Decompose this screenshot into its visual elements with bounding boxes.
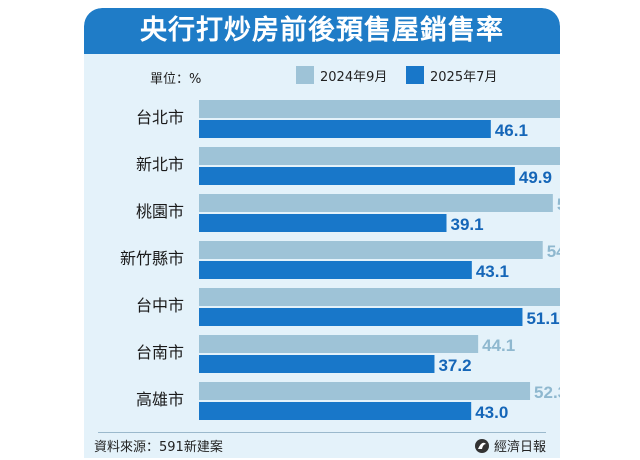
value-label: 52.3 bbox=[534, 383, 560, 402]
bar-2025 bbox=[199, 402, 472, 420]
value-label: 44.1 bbox=[482, 336, 515, 355]
publisher-logo-icon bbox=[474, 438, 489, 453]
legend-label-2024: 2024年9月 bbox=[320, 69, 388, 85]
bar-2024 bbox=[199, 288, 560, 306]
publisher: 經濟日報 bbox=[474, 436, 546, 455]
unit-label: 單位：% bbox=[150, 72, 202, 87]
category-label: 新北市 bbox=[136, 155, 184, 174]
legend-item-2025: 2025年7月 bbox=[406, 66, 498, 85]
category-label: 台中市 bbox=[136, 296, 184, 315]
legend-swatch-2025 bbox=[406, 66, 424, 84]
legend-item-2024: 2024年9月 bbox=[296, 66, 388, 85]
legend-label-2025: 2025年7月 bbox=[430, 69, 498, 85]
bar-2024 bbox=[199, 241, 543, 259]
title-bar: 央行打炒房前後預售屋銷售率 bbox=[84, 8, 560, 54]
bar-2025 bbox=[199, 355, 435, 373]
category-label: 台北市 bbox=[136, 108, 184, 127]
source-note: 資料來源：591新建案 bbox=[94, 440, 223, 455]
value-label: 49.9 bbox=[519, 168, 552, 187]
footer-divider bbox=[98, 432, 546, 433]
value-label: 54.3 bbox=[547, 242, 560, 261]
bar-2024 bbox=[199, 147, 560, 165]
value-label: 39.1 bbox=[451, 215, 484, 234]
bar-2024 bbox=[199, 335, 479, 353]
bar-2025 bbox=[199, 261, 472, 279]
bar-2025 bbox=[199, 120, 491, 138]
chart-panel: 央行打炒房前後預售屋銷售率 單位：% 2024年9月 2025年7月 台北市57… bbox=[84, 8, 560, 458]
publisher-name: 經濟日報 bbox=[493, 440, 546, 455]
bar-2025 bbox=[199, 167, 515, 185]
category-label: 新竹縣市 bbox=[120, 249, 184, 268]
value-label: 46.1 bbox=[495, 121, 528, 140]
value-label: 51.1 bbox=[526, 309, 559, 328]
bar-2024 bbox=[199, 194, 553, 212]
value-label: 43.0 bbox=[475, 403, 508, 422]
value-label: 37.2 bbox=[438, 356, 471, 375]
chart-title: 央行打炒房前後預售屋銷售率 bbox=[140, 15, 504, 46]
bar-2024 bbox=[199, 100, 560, 118]
category-label: 高雄市 bbox=[136, 390, 184, 409]
bar-2025 bbox=[199, 308, 523, 326]
value-label: 43.1 bbox=[476, 262, 509, 281]
bar-chart: 台北市57.646.1新北市66.349.9桃園市55.939.1新竹縣市54.… bbox=[120, 100, 560, 422]
value-label: 55.9 bbox=[557, 195, 560, 214]
bar-2024 bbox=[199, 382, 531, 400]
category-label: 台南市 bbox=[136, 343, 184, 362]
legend-swatch-2024 bbox=[296, 66, 314, 84]
bar-2025 bbox=[199, 214, 447, 232]
category-label: 桃園市 bbox=[136, 202, 184, 221]
